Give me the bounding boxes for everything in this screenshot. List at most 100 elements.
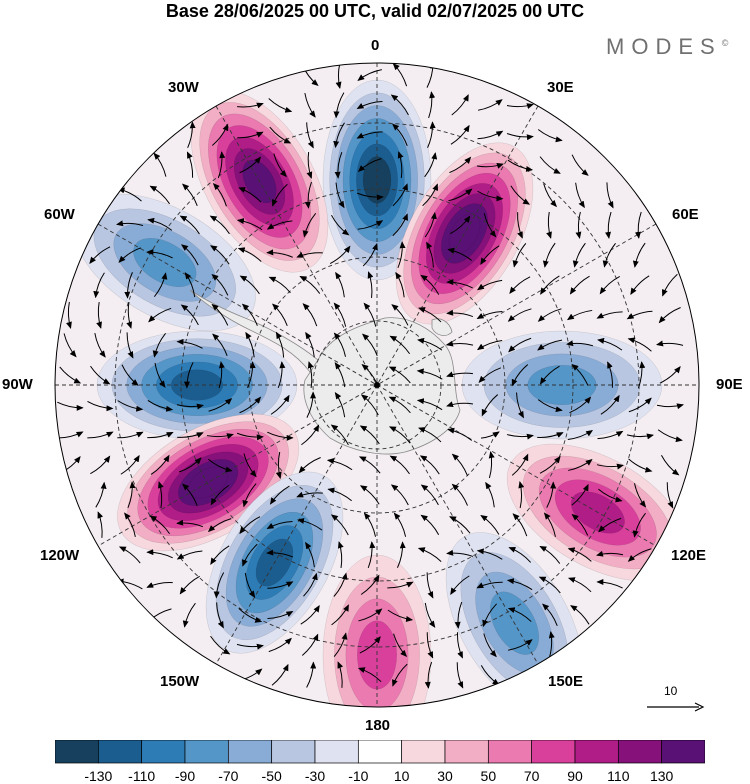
streamline-arrow <box>95 481 107 508</box>
streamline-arrow <box>208 458 233 473</box>
streamline-arrow <box>476 339 503 351</box>
streamline-arrow <box>182 602 196 628</box>
streamline-arrow <box>152 332 166 358</box>
streamline-arrow <box>236 643 264 650</box>
colorbar-swatch <box>661 740 705 764</box>
colorbar-tick-label: -10 <box>348 768 369 784</box>
colorbar-tick-label: 130 <box>649 768 674 784</box>
south-pole-marker <box>374 382 380 388</box>
colorbar-tick-label: -110 <box>128 768 156 784</box>
lon-label-150w: 150W <box>160 673 200 690</box>
colorbar-tick-label: 30 <box>437 768 453 784</box>
reference-vector-arrow <box>647 702 705 712</box>
streamline-arrow <box>269 126 292 144</box>
streamline-arrow <box>506 578 533 591</box>
colorbar-swatch <box>487 740 533 764</box>
streamline-arrow <box>121 364 139 386</box>
streamline-arrow <box>298 457 321 474</box>
streamline-arrow <box>456 632 463 659</box>
streamline-arrow <box>330 514 349 536</box>
streamline-arrow <box>356 100 383 110</box>
streamline-arrow <box>417 337 443 351</box>
streamline-arrow <box>124 512 136 537</box>
streamline-arrow <box>359 485 380 505</box>
streamline-arrow <box>245 331 255 358</box>
streamline-arrow <box>357 220 384 230</box>
streamline-arrow <box>367 541 376 569</box>
streamline-arrow <box>539 545 561 564</box>
streamline-arrow <box>216 602 224 629</box>
streamline-arrow <box>120 454 140 475</box>
streamline-arrow <box>451 483 468 506</box>
streamline-arrow <box>546 481 557 508</box>
streamline-arrow <box>331 214 350 236</box>
streamline-arrow <box>632 242 646 268</box>
streamline-arrow <box>426 572 434 599</box>
streamline-arrow <box>426 632 434 659</box>
streamline-arrow <box>393 512 407 537</box>
streamline-arrow <box>87 431 114 439</box>
streamline-arrow <box>626 310 653 320</box>
streamline-arrow <box>206 433 234 439</box>
streamline-arrow <box>537 129 563 143</box>
streamline-arrow <box>478 367 501 383</box>
streamline-arrow <box>543 512 556 537</box>
lon-label-120w: 120W <box>40 547 80 564</box>
streamline-arrow <box>666 482 674 509</box>
streamline-arrow <box>239 275 260 295</box>
streamline-arrow <box>176 550 203 560</box>
streamline-arrow <box>359 636 381 654</box>
streamline-arrow <box>419 455 440 475</box>
streamline-arrow <box>334 362 346 388</box>
streamline-arrow <box>387 609 414 622</box>
streamline-arrow <box>360 394 379 416</box>
streamline-arrow <box>507 159 534 172</box>
streamline-arrow <box>597 337 623 351</box>
streamline-arrow <box>575 182 585 209</box>
streamline-arrow <box>306 152 313 179</box>
streamline-arrow <box>302 303 318 327</box>
streamline-arrow <box>238 187 262 203</box>
streamline-arrow <box>357 69 382 81</box>
streamline-arrow <box>306 391 317 418</box>
streamline-arrow <box>657 429 683 443</box>
streamline-arrow <box>304 181 312 209</box>
streamline-arrow <box>477 190 504 202</box>
streamline-arrow <box>154 362 166 388</box>
lon-label-150e: 150E <box>548 673 584 690</box>
streamline-arrow <box>661 454 680 476</box>
polar-map <box>54 62 700 708</box>
streamline-arrow <box>450 215 471 235</box>
streamline-arrow <box>659 366 681 384</box>
streamline-arrow <box>538 576 561 594</box>
streamline-arrow <box>327 487 352 502</box>
streamline-arrow <box>488 451 495 479</box>
streamline-arrow <box>208 398 233 412</box>
colorbar-swatch <box>314 740 359 764</box>
colorbar-tick-label: 70 <box>523 768 540 784</box>
colorbar-swatch <box>141 740 186 764</box>
colorbar-tick-label: 50 <box>480 768 497 784</box>
lon-label-60w: 60W <box>44 206 75 223</box>
streamline-arrow <box>571 513 589 536</box>
streamline-arrow <box>634 483 647 508</box>
streamline-arrow <box>387 581 414 589</box>
streamline-arrow <box>296 252 323 258</box>
streamline-arrow <box>210 245 230 265</box>
streamline-arrow <box>329 245 351 264</box>
colorbar-swatch <box>227 740 273 764</box>
streamline-arrow <box>448 188 473 202</box>
streamline-arrow <box>126 332 134 359</box>
colorbar-tick-label: -30 <box>304 768 326 784</box>
streamline-arrow <box>602 242 616 268</box>
streamline-arrow <box>237 247 262 262</box>
streamline-arrow <box>606 182 614 209</box>
streamline-arrow <box>572 242 586 268</box>
streamline-arrow <box>238 608 263 623</box>
streamline-arrow <box>296 491 323 498</box>
streamline-arrow <box>518 481 525 509</box>
anomaly-center-0 <box>322 79 432 281</box>
streamline-arrow <box>59 366 82 384</box>
streamline-arrow <box>57 401 84 411</box>
streamline-arrow <box>512 243 527 268</box>
